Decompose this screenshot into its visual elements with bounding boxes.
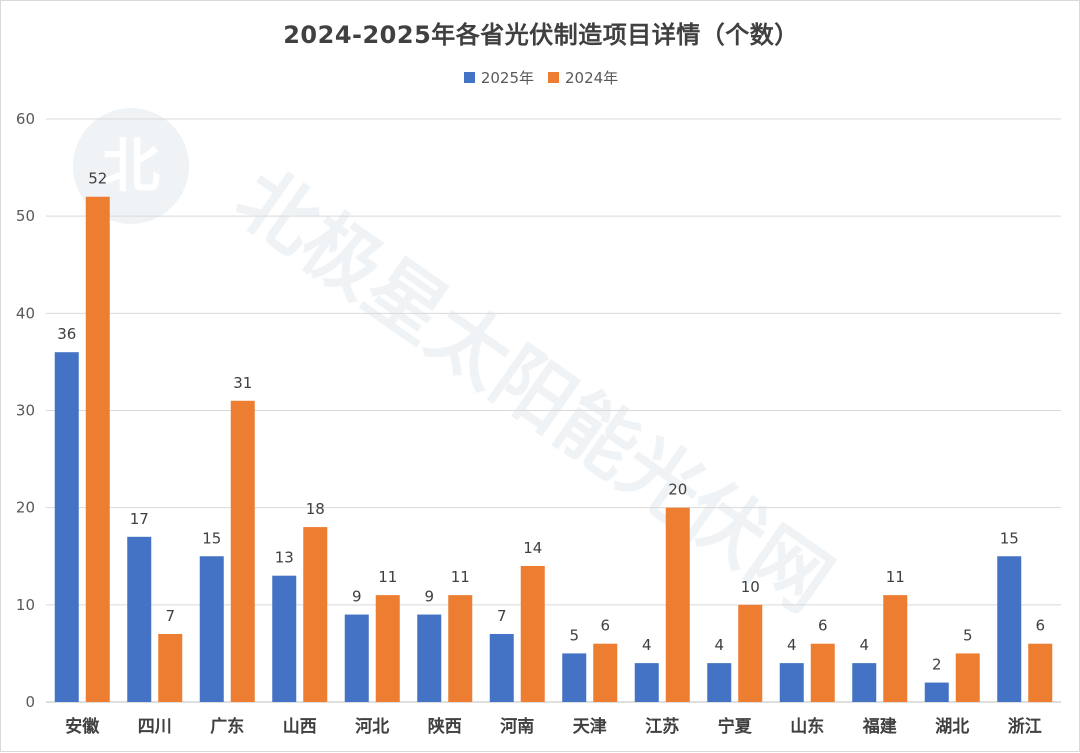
- y-tick-label: 30: [16, 402, 35, 420]
- bar-2024: [85, 196, 110, 702]
- legend-label-2025: 2025年: [480, 69, 534, 87]
- data-label: 11: [451, 568, 470, 586]
- bar-2024: [738, 604, 763, 702]
- bar-2025: [924, 682, 949, 702]
- svg-text:北: 北: [102, 132, 160, 200]
- data-label: 11: [886, 568, 905, 586]
- bar-2025: [997, 556, 1022, 702]
- x-tick-label: 天津: [573, 716, 607, 737]
- data-label: 14: [523, 539, 542, 557]
- y-axis: 0 10 20 30 40 50 60: [16, 110, 35, 711]
- legend: 2025年 2024年: [1, 67, 1080, 88]
- data-label: 5: [963, 626, 973, 644]
- legend-item-2025: 2025年: [463, 67, 534, 88]
- x-tick-label: 福建: [862, 716, 897, 737]
- bar-2025: [707, 663, 732, 702]
- data-label: 15: [1000, 529, 1019, 547]
- bar-2024: [955, 653, 980, 702]
- data-labels: 36 52 17 7 15 31 13 18 9 11 9 11 7 14 5 6 4 20 4 10 4 6 4 11 2 5 1…: [57, 170, 1045, 674]
- x-tick-label: 浙江: [1008, 716, 1042, 737]
- bar-2025: [634, 663, 659, 702]
- data-label: 17: [130, 510, 149, 528]
- y-tick-label: 10: [16, 596, 35, 614]
- bar-2025: [489, 633, 514, 702]
- bar-2024: [883, 595, 908, 702]
- bar-2025: [127, 536, 152, 702]
- data-label: 18: [306, 500, 325, 518]
- x-tick-label: 宁夏: [718, 716, 753, 737]
- data-label: 7: [497, 607, 507, 625]
- y-tick-label: 20: [16, 499, 35, 517]
- bar-2024: [375, 595, 400, 702]
- data-label: 9: [424, 588, 434, 606]
- bar-2024: [593, 643, 618, 702]
- data-label: 5: [569, 626, 579, 644]
- data-label: 10: [741, 578, 760, 596]
- data-label: 52: [88, 170, 107, 188]
- bar-2025: [417, 614, 442, 702]
- data-label: 7: [165, 607, 175, 625]
- bars: [54, 196, 1053, 702]
- data-label: 15: [202, 529, 221, 547]
- legend-swatch-2025: [463, 72, 475, 83]
- data-label: 4: [787, 636, 797, 654]
- y-tick-label: 40: [16, 304, 35, 322]
- legend-label-2024: 2024年: [565, 69, 619, 87]
- x-tick-label: 山东: [790, 716, 824, 737]
- bar-2025: [54, 352, 79, 702]
- data-label: 31: [233, 374, 252, 392]
- x-axis: 安徽 四川 广东 山西 河北 陕西 河南 天津 江苏 宁夏 山东 福建 湖北 浙江: [65, 716, 1042, 737]
- data-label: 4: [714, 636, 724, 654]
- data-label: 11: [378, 568, 397, 586]
- bar-2024: [665, 507, 690, 702]
- data-label: 4: [859, 636, 869, 654]
- bar-2025: [272, 575, 297, 702]
- data-label: 6: [1035, 617, 1045, 635]
- x-tick-label: 安徽: [65, 716, 100, 737]
- x-tick-label: 河北: [355, 717, 389, 737]
- watermark-logo: 北 北极星太阳能光伏网: [73, 108, 847, 629]
- bar-2024: [230, 400, 255, 702]
- bar-2025: [779, 663, 804, 702]
- bar-2024: [448, 595, 473, 702]
- bar-2025: [852, 663, 877, 702]
- data-label: 6: [818, 617, 828, 635]
- bar-2025: [344, 614, 369, 702]
- y-tick-label: 0: [25, 693, 35, 711]
- bar-2025: [199, 556, 224, 702]
- data-label: 9: [352, 588, 362, 606]
- data-label: 20: [668, 481, 687, 499]
- x-tick-label: 湖北: [935, 717, 969, 737]
- x-tick-label: 广东: [210, 716, 244, 737]
- bar-2025: [562, 653, 587, 702]
- y-tick-label: 50: [16, 207, 35, 225]
- grid-lines: [46, 118, 1061, 703]
- x-tick-label: 四川: [138, 717, 172, 737]
- data-label: 6: [600, 617, 610, 635]
- chart-title: 2024-2025年各省光伏制造项目详情（个数）: [283, 21, 799, 49]
- legend-swatch-2024: [548, 72, 559, 83]
- data-label: 36: [57, 325, 76, 343]
- y-tick-label: 60: [16, 110, 35, 128]
- x-tick-label: 山西: [283, 717, 317, 737]
- x-tick-label: 河南: [500, 716, 534, 737]
- x-tick-label: 陕西: [428, 716, 462, 737]
- bar-2024: [158, 633, 183, 702]
- data-label: 13: [275, 549, 294, 567]
- data-label: 4: [642, 636, 652, 654]
- data-label: 2: [932, 656, 942, 674]
- bar-2024: [1028, 643, 1053, 702]
- x-tick-label: 江苏: [645, 716, 679, 737]
- bar-2024: [520, 565, 545, 702]
- legend-item-2024: 2024年: [548, 67, 618, 88]
- bar-2024: [810, 643, 835, 702]
- bar-2024: [303, 527, 328, 702]
